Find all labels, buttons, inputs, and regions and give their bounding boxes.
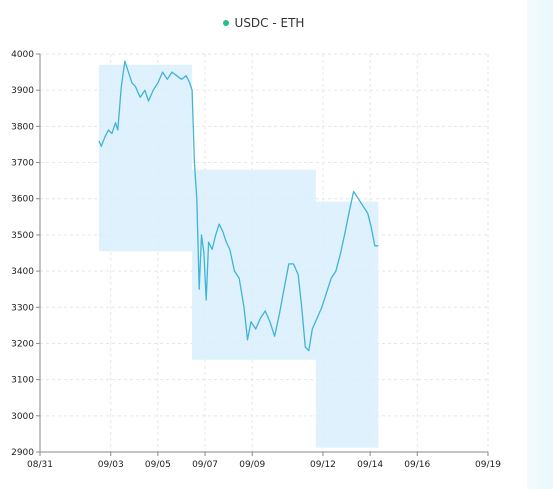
y-tick-label: 3300 xyxy=(11,303,34,313)
x-tick-label: 09/14 xyxy=(357,460,383,470)
y-tick-label: 3500 xyxy=(11,231,34,241)
x-tick-label: 09/09 xyxy=(239,460,265,470)
range-rect xyxy=(315,201,379,448)
y-tick-label: 3800 xyxy=(11,122,34,132)
x-tick-label: 09/12 xyxy=(310,460,336,470)
x-tick-label: 09/03 xyxy=(98,460,124,470)
legend-label: USDC - ETH xyxy=(234,16,305,30)
right-edge-panel xyxy=(527,0,553,489)
x-tick-label: 09/05 xyxy=(145,460,171,470)
y-tick-label: 3400 xyxy=(11,267,34,277)
highlight-ranges xyxy=(98,64,379,448)
x-tick-label: 09/19 xyxy=(475,460,501,470)
y-tick-label: 4000 xyxy=(11,50,34,60)
y-tick-label: 3700 xyxy=(11,159,34,169)
y-tick-label: 3000 xyxy=(11,412,34,422)
x-axis: 08/31 09/03 09/05 09/07 09/09 09/12 09/14 09/16… xyxy=(27,451,501,470)
y-tick-label: 3900 xyxy=(11,86,34,96)
price-chart: 2900 3000 3100 3200 3300 3400 3500 3600 3700 3800… xyxy=(11,50,501,470)
series-line xyxy=(98,60,379,352)
series-layer xyxy=(98,60,379,352)
y-tick-label: 3200 xyxy=(11,339,34,349)
y-tick-label: 3600 xyxy=(11,195,34,205)
x-tick-label: 08/31 xyxy=(27,460,53,470)
chart-legend: USDC - ETH xyxy=(0,16,527,30)
x-tick-label: 09/07 xyxy=(192,460,218,470)
y-tick-label: 2900 xyxy=(11,448,34,458)
x-tick-label: 09/16 xyxy=(404,460,430,470)
range-rect xyxy=(98,64,193,252)
legend-marker-icon xyxy=(222,20,229,26)
y-tick-label: 3100 xyxy=(11,376,34,386)
range-rect xyxy=(192,169,316,360)
y-axis: 2900 3000 3100 3200 3300 3400 3500 3600 3700 3800… xyxy=(11,50,41,458)
